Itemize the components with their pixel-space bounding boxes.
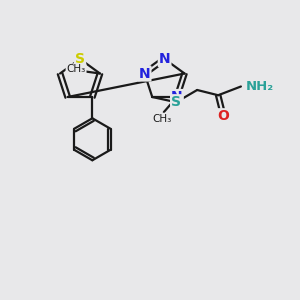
Text: N: N [159,52,170,66]
Text: CH₃: CH₃ [66,64,86,74]
Text: N: N [171,90,183,104]
Text: N: N [139,67,150,80]
Text: CH₃: CH₃ [153,114,172,124]
Text: S: S [171,95,181,109]
Text: O: O [218,109,229,123]
Text: NH₂: NH₂ [245,80,273,93]
Text: S: S [75,52,85,66]
